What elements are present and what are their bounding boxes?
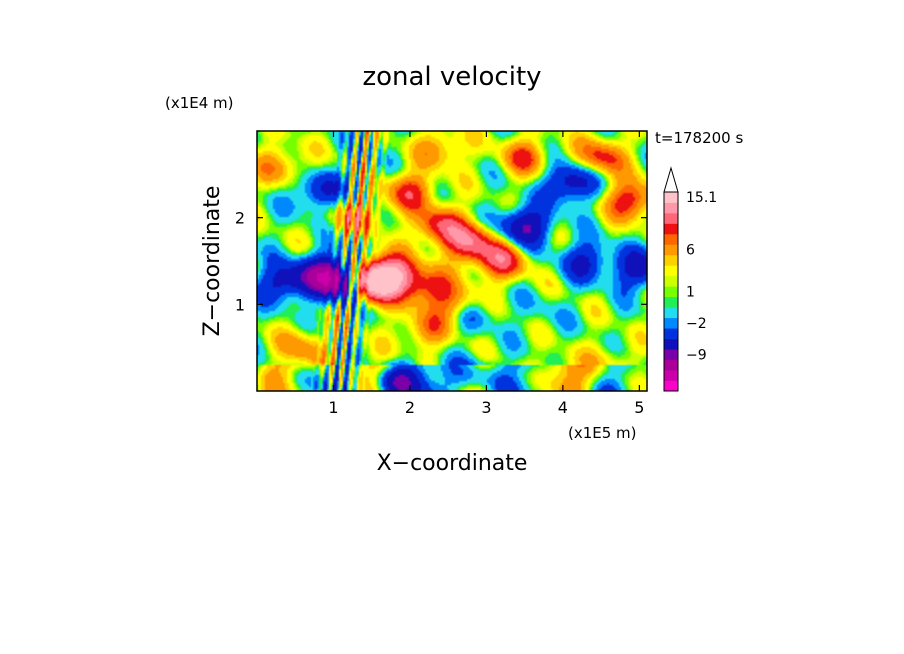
colorbar-swatch (664, 223, 678, 235)
colorbar-tick-label: −9 (686, 347, 707, 363)
colorbar-extend-triangle (663, 166, 679, 193)
colorbar-swatch (664, 202, 678, 214)
y-axis-ticks: 12 (235, 209, 647, 314)
colorbar-swatch (664, 317, 678, 329)
colorbar-swatch (664, 380, 678, 392)
colorbar-swatch (664, 296, 678, 308)
time-label: t=178200 s (655, 129, 743, 147)
colorbar-swatch (664, 286, 678, 298)
x-tick-label: 1 (328, 398, 338, 417)
x-tick-label: 4 (558, 398, 568, 417)
heatmap-field (257, 131, 647, 391)
colorbar-swatch (664, 233, 678, 245)
x-axis-label: X−coordinate (377, 451, 528, 476)
colorbar-swatch (664, 212, 678, 224)
colorbar-swatch (664, 265, 678, 277)
y-axis-unit: (x1E4 m) (165, 94, 234, 112)
x-tick-label: 5 (634, 398, 644, 417)
colorbar-swatch (664, 244, 678, 256)
colorbar-tick-label: 1 (686, 285, 695, 301)
colorbar-swatch (664, 254, 678, 266)
x-tick-label: 2 (405, 398, 415, 417)
x-axis-unit: (x1E5 m) (568, 424, 637, 442)
colorbar-tick-label: 15.1 (686, 190, 717, 206)
y-tick-label: 1 (235, 295, 245, 314)
colorbar-swatch (664, 359, 678, 371)
plot-frame (256, 130, 648, 392)
colorbar-swatch (664, 275, 678, 287)
colorbar-swatch (664, 192, 678, 203)
x-axis-ticks: 1 2 3 4 5 (328, 131, 644, 417)
colorbar: −9 −2 1 6 15.1 (663, 166, 717, 392)
colorbar-swatch (664, 349, 678, 360)
colorbar-swatch (664, 328, 678, 340)
y-axis-label: Z−coordinate (200, 186, 225, 337)
colorbar-tick-label: −2 (686, 316, 707, 332)
colorbar-swatch (664, 338, 678, 350)
y-tick-label: 2 (235, 209, 245, 228)
chart-title: zonal velocity (362, 62, 541, 92)
colorbar-tick-label: 6 (686, 243, 695, 259)
x-tick-label: 3 (481, 398, 491, 417)
colorbar-frame (663, 191, 679, 392)
colorbar-swatch (664, 307, 678, 319)
colorbar-swatch (664, 370, 678, 381)
